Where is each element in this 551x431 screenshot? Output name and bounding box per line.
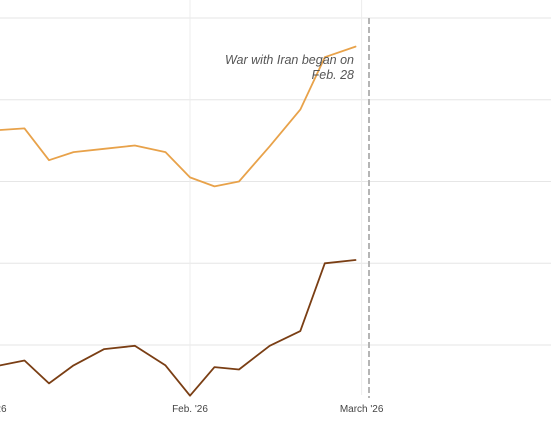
x-tick-label: '26 [0,404,7,415]
event-marker: War with Iran began on Feb. 28 [225,18,370,398]
x-axis-ticks: '26 Feb. '26 March '26 [0,404,384,415]
series-line-1 [0,259,357,397]
series-line-0 [0,45,357,188]
x-tick-label: March '26 [340,404,384,415]
x-tick-label: Feb. '26 [172,404,208,415]
annotation-line-2: Feb. 28 [312,68,354,82]
series-lines [0,45,357,397]
annotation-line-1: War with Iran began on [225,53,354,67]
grid [0,0,551,395]
